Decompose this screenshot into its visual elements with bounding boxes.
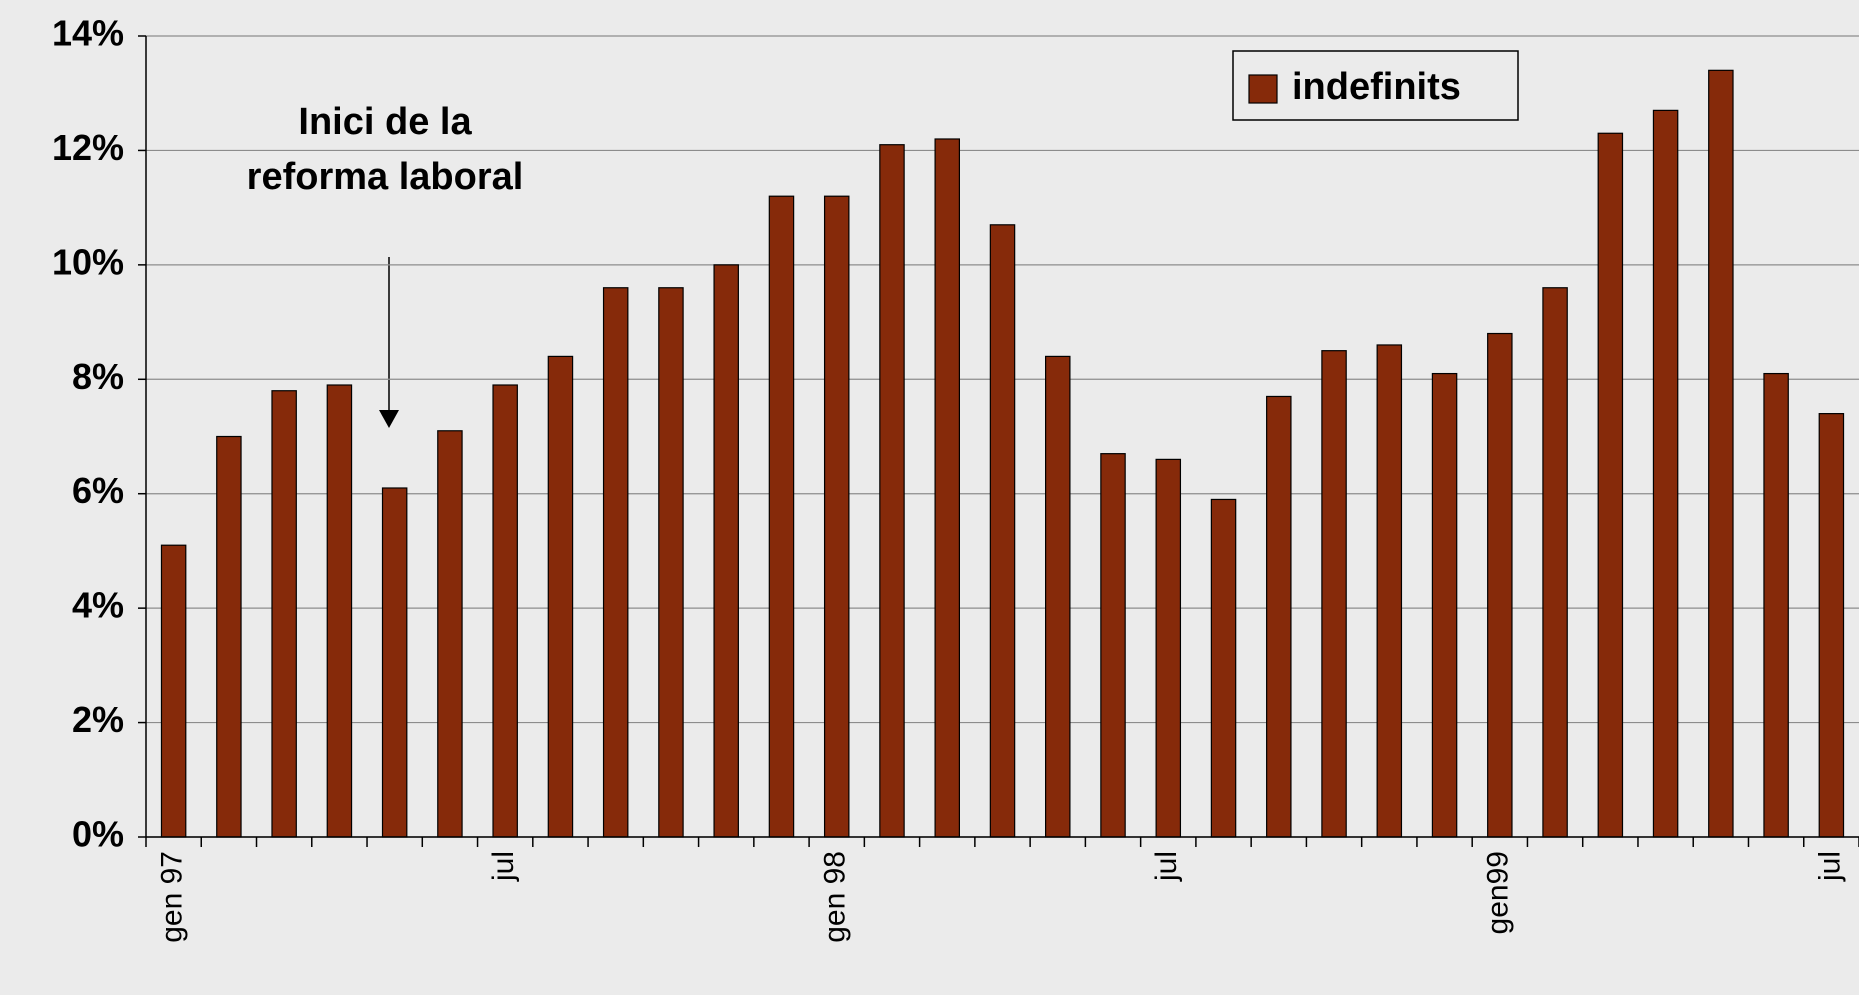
bar (1708, 69, 1734, 838)
x-tick-label: jul (1150, 851, 1183, 882)
x-tick-label: jul (487, 851, 520, 882)
y-tick-label: 8% (72, 356, 124, 397)
bar (1045, 355, 1071, 838)
bar (1321, 350, 1347, 838)
bar (713, 264, 739, 838)
legend-swatch (1248, 74, 1278, 104)
bar (1155, 458, 1182, 838)
bar (437, 430, 463, 838)
bar (1431, 372, 1458, 838)
bar (1763, 372, 1789, 838)
bar (1597, 132, 1624, 838)
bar (1542, 287, 1568, 838)
bar (602, 287, 629, 838)
bar (823, 195, 850, 838)
x-tick-label: gen99 (1482, 851, 1515, 934)
bar (1652, 109, 1679, 838)
bar (492, 384, 518, 838)
bar (879, 144, 905, 838)
annotation: Inici de la (298, 101, 472, 143)
annotation: reforma laboral (247, 156, 524, 198)
arrow-head (379, 410, 399, 428)
bar (547, 355, 574, 838)
y-tick-label: 4% (72, 585, 124, 626)
bar (768, 195, 795, 838)
bar (381, 487, 408, 838)
bar (326, 384, 353, 838)
y-tick-label: 2% (72, 699, 124, 740)
bar (1100, 453, 1126, 838)
bar (216, 435, 242, 838)
bar (658, 287, 684, 838)
legend-label: indefinits (1292, 66, 1461, 108)
x-tick-label: gen 98 (819, 851, 852, 943)
y-tick-label: 0% (72, 814, 124, 855)
x-tick-label: gen 97 (156, 851, 189, 943)
bar (934, 138, 960, 838)
bar (1210, 498, 1237, 838)
legend-box (1232, 50, 1519, 121)
y-tick-label: 14% (52, 13, 124, 54)
bar (1266, 395, 1292, 838)
bar (1818, 413, 1845, 838)
y-tick-label: 6% (72, 470, 124, 511)
bar (989, 224, 1016, 838)
bar (271, 390, 297, 838)
bar (1376, 344, 1403, 838)
y-tick-label: 10% (52, 241, 124, 282)
bar (1487, 332, 1513, 838)
y-tick-label: 12% (52, 127, 124, 168)
bar (160, 544, 187, 838)
x-tick-label: jul (1813, 851, 1846, 882)
